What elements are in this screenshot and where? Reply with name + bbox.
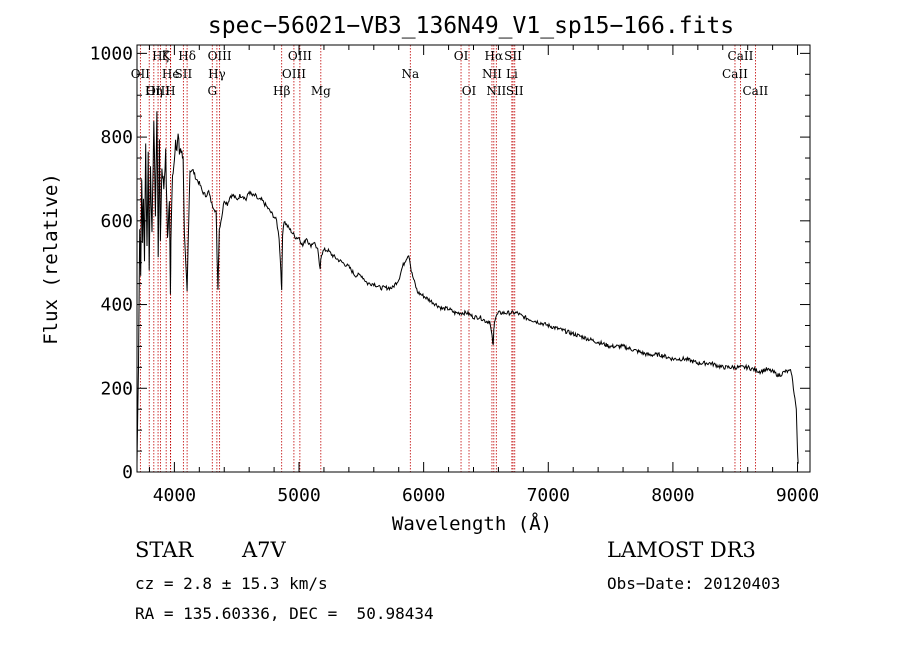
line-label-22: Hβ [273,84,290,98]
chart-title: spec−56021−VB3_136N49_V1_sp15−166.fits [208,13,734,39]
plot-frame [136,44,811,473]
line-label-14: Na [401,67,419,81]
coordinates: RA = 135.60336, DEC = 50.98434 [135,604,434,623]
line-label-13: OIII [282,67,306,81]
line-label-4: OIII [288,49,312,63]
line-label-2: Hδ [178,49,196,63]
line-label-21: G [207,84,217,98]
line-label-11: SII [175,67,193,81]
line-label-6: Hα [485,49,504,63]
spectral-subclass: A7V [242,538,286,562]
line-label-19: Hη [145,84,163,98]
x-tick-label: 9000 [776,485,819,506]
x-tick-label: 7000 [527,485,570,506]
survey-name: LAMOST DR3 [607,538,756,562]
line-label-27: CaII [742,84,768,98]
y-axis-ticks: 0 200 400 600 800 1000 [90,43,810,483]
line-label-24: OI [462,84,477,98]
obs-date: Obs−Date: 20120403 [607,574,781,593]
line-label-12: Hγ [208,67,226,81]
y-axis-label: Flux (relative) [40,173,62,345]
line-label-3: OIII [208,49,232,63]
line-label-18: OIII [146,84,170,98]
emission-line-markers [139,45,756,472]
x-axis-label: Wavelength (Å) [392,512,552,535]
line-label-8: CaII [728,49,754,63]
y-tick-label: 0 [122,462,133,483]
line-label-16: Li [506,67,518,81]
y-tick-label: 600 [100,211,133,232]
line-label-7: SII [504,49,522,63]
line-label-5: OI [454,49,469,63]
object-class: STAR [135,538,194,562]
line-label-10: He [162,67,180,81]
x-tick-label: 8000 [651,485,694,506]
x-tick-label: 5000 [277,485,320,506]
x-tick-label: 4000 [153,485,196,506]
line-label-20: H [165,84,175,98]
line-label-1: K [162,49,172,63]
y-tick-label: 400 [100,295,133,316]
x-tick-label: 6000 [402,485,445,506]
y-tick-label: 200 [100,378,133,399]
spectrum-line [136,111,799,464]
line-label-25: NII [486,84,506,98]
line-label-26: SII [506,84,524,98]
redshift-readout: cz = 2.8 ± 15.3 km/s [135,574,328,593]
line-label-0: Hζ [152,49,169,63]
line-label-17: CaII [722,67,748,81]
x-axis-ticks: 4000 5000 6000 7000 8000 9000 [148,45,819,506]
y-tick-label: 800 [100,127,133,148]
line-label-15: NII [482,67,502,81]
line-label-23: Mg [311,84,331,98]
y-tick-label: 1000 [90,43,133,64]
